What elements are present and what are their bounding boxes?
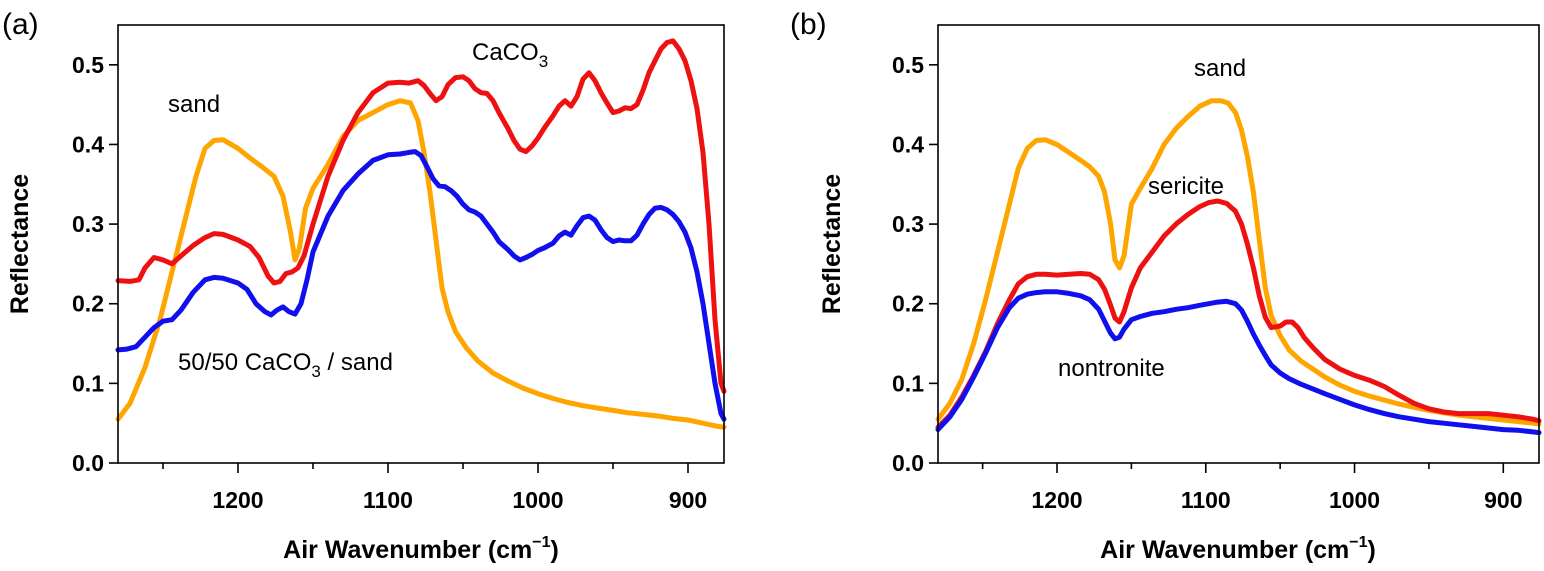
panel-a-x-axis-title: Air Wavenumber (cm−1) [283,534,559,564]
panel-b-x-tick-label: 1100 [1181,487,1231,513]
panel-a-plot-area: 0.0 0.1 0.2 0.3 0.4 0.5 1200 1100 1000 900 [72,38,727,513]
panel-a-x-tick-label: 1200 [212,487,263,513]
panel-b-y-tick-label: 0.3 [892,211,924,237]
panel-a-series-sand [115,98,727,430]
panel-b-label: (b) [790,8,827,41]
panel-a-label: (a) [2,8,39,41]
panel-a-y-tick-label: 0.2 [72,291,104,317]
panel-b-y-tick-label: 0.2 [892,291,924,317]
panel-a-x-tick-label: 1000 [512,487,563,513]
panel-a: (a) 0.0 0.1 0.2 0.3 0.4 0.5 1200 1100 1000 900 Ai… [2,8,727,564]
panel-a-y-tick-label: 0.4 [72,131,104,157]
panel-a-y-tick-label: 0.3 [72,211,104,237]
panel-b-annotation-sericite: sericite [1148,173,1224,200]
panel-b-series-sericite [935,198,1542,430]
panel-b-axis-frame [937,24,1540,464]
panel-a-y-tick-label: 0.5 [72,52,104,78]
panel-a-annotation-mix: 50/50 CaCO3 / sand [178,349,393,381]
panel-b-annotation-sand: sand [1194,55,1246,82]
panel-a-series-caco3 [115,38,727,394]
panel-b-y-tick-label: 0.4 [892,131,924,157]
panel-b-x-tick-label: 900 [1484,487,1522,513]
panel-a-annotation-sand: sand [168,91,220,118]
panel-a-x-tick-label: 1100 [363,487,413,513]
panel-a-y-axis-title: Reflectance [6,174,34,314]
panel-b-y-tick-label: 0.0 [892,450,924,476]
panel-a-x-tick-label: 900 [669,487,707,513]
panel-a-annotation-caco3: CaCO3 [472,39,548,71]
panel-b: (b) 0.0 0.1 0.2 0.3 0.4 0.5 1200 1100 1000 900 Ai… [790,8,1542,564]
panel-a-y-tick-label: 0.1 [72,370,104,396]
panel-b-x-tick-label: 1000 [1329,487,1380,513]
panel-b-series-nontronite [935,289,1542,436]
panel-b-y-axis-title: Reflectance [818,174,846,314]
panel-b-y-tick-label: 0.5 [892,52,924,78]
panel-b-plot-area: 0.0 0.1 0.2 0.3 0.4 0.5 1200 1100 1000 900 [892,52,1542,513]
panel-b-x-axis-title: Air Wavenumber (cm−1) [1100,534,1376,564]
panel-a-axis-frame [117,24,725,464]
panel-b-annotation-nontronite: nontronite [1058,355,1165,382]
panel-b-x-tick-label: 1200 [1031,487,1082,513]
panel-b-series-sand [935,98,1542,427]
panel-a-series-50-50-caco3-sand [115,149,727,422]
panel-a-y-tick-label: 0.0 [72,450,104,476]
panel-b-y-tick-label: 0.1 [892,370,924,396]
